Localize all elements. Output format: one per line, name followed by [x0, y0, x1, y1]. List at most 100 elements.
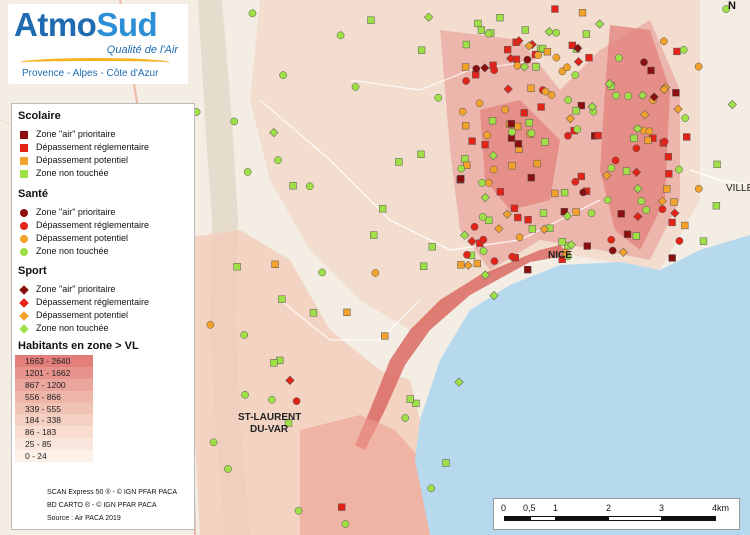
- sport-marker: [604, 79, 615, 89]
- scale-segment: [504, 516, 530, 521]
- scale-label: 4km: [712, 503, 730, 513]
- sport-marker: [502, 209, 512, 219]
- health-marker: [224, 465, 232, 473]
- school-marker: [461, 63, 470, 71]
- health-marker: [587, 209, 596, 218]
- scale-segment: [608, 516, 662, 521]
- sport-marker: [640, 110, 650, 120]
- health-marker: [527, 129, 536, 138]
- logo-tagline: Qualité de l'Air: [106, 44, 178, 56]
- legend-label: Zone non touchée: [36, 168, 109, 178]
- legend-scolaire-potentiel: Dépassement potentiel: [20, 155, 128, 166]
- legend-label: Zone "air" prioritaire: [36, 284, 116, 294]
- health-marker: [679, 46, 688, 54]
- sport-marker: [480, 192, 490, 203]
- legend-scolaire-title: Scolaire: [18, 110, 61, 122]
- sport-marker: [659, 84, 669, 95]
- school-marker: [560, 188, 569, 197]
- school-marker: [622, 167, 631, 175]
- health-marker: [660, 137, 669, 146]
- city-label-nice: NICE: [548, 250, 572, 261]
- city-label-du-var: DU-VAR: [250, 424, 289, 435]
- school-marker: [271, 260, 279, 269]
- health-marker: [463, 250, 471, 259]
- health-marker: [490, 66, 498, 75]
- health-marker: [341, 520, 350, 528]
- health-markers: [192, 5, 730, 528]
- school-marker: [468, 137, 476, 145]
- school-marker: [558, 255, 566, 264]
- school-marker: [284, 419, 293, 427]
- health-marker: [607, 235, 616, 244]
- school-marker: [583, 242, 591, 250]
- sport-marker: [573, 43, 583, 53]
- health-marker: [475, 99, 484, 108]
- legend-sport-non-touchee: Zone non touchée: [19, 323, 109, 334]
- school-marker: [670, 198, 678, 206]
- school-marker: [617, 210, 625, 218]
- legend-habitants-class: 25 - 85: [15, 438, 93, 451]
- school-marker: [496, 14, 504, 22]
- health-marker: [508, 252, 517, 261]
- school-marker: [543, 48, 552, 56]
- health-marker: [534, 51, 543, 59]
- circle-icon: [20, 221, 28, 230]
- health-marker: [470, 222, 479, 231]
- sport-marker: [506, 53, 516, 64]
- logo-swoosh: [20, 58, 170, 67]
- sport-marker: [566, 240, 577, 250]
- school-marker: [485, 216, 493, 225]
- health-marker: [681, 114, 690, 122]
- health-marker: [658, 205, 667, 214]
- school-marker: [551, 5, 559, 13]
- sport-marker: [519, 62, 530, 72]
- health-marker: [209, 438, 218, 447]
- health-marker: [243, 168, 252, 176]
- legend-label: Zone "air" prioritaire: [36, 129, 116, 139]
- health-marker: [694, 62, 703, 71]
- school-marker: [585, 54, 593, 62]
- health-marker: [279, 71, 287, 79]
- health-marker: [645, 127, 654, 136]
- school-marker: [412, 399, 420, 408]
- sport-marker: [618, 247, 628, 257]
- health-marker: [240, 331, 249, 339]
- north-arrow: N: [728, 0, 736, 12]
- health-marker: [478, 179, 486, 187]
- health-marker: [675, 165, 683, 174]
- health-marker: [612, 91, 620, 100]
- health-marker: [694, 184, 703, 193]
- school-marker: [521, 26, 529, 34]
- health-marker: [462, 77, 470, 85]
- school-marker: [481, 141, 489, 149]
- sport-marker: [638, 90, 648, 100]
- school-marker: [664, 153, 673, 161]
- logo-brand-sud: Sud: [96, 6, 158, 43]
- school-marker: [510, 204, 519, 212]
- legend-sport-title: Sport: [18, 265, 47, 277]
- legend-scolaire-prioritaire: Zone "air" prioritaire: [20, 129, 115, 140]
- legend-habitants-class: 184 - 338: [15, 414, 93, 427]
- sport-marker: [594, 19, 605, 29]
- health-marker: [614, 54, 623, 62]
- diamond-icon: [19, 310, 29, 321]
- school-marker: [417, 150, 425, 158]
- school-marker: [507, 119, 515, 128]
- health-marker: [241, 391, 249, 399]
- logo-brand-atmo: Atmo: [14, 6, 97, 43]
- city-label-ville: VILLE: [726, 183, 750, 194]
- school-marker: [665, 170, 673, 178]
- school-marker: [683, 133, 691, 141]
- school-marker: [578, 9, 587, 17]
- legend-label: Dépassement réglementaire: [36, 297, 150, 307]
- square-icon: [20, 143, 28, 152]
- sport-marker: [727, 99, 737, 110]
- health-marker: [479, 247, 488, 255]
- sport-marker: [670, 208, 680, 218]
- school-marker: [528, 225, 537, 233]
- health-marker: [552, 28, 561, 37]
- sport-marker: [424, 12, 434, 22]
- health-marker: [603, 196, 612, 204]
- health-marker: [490, 257, 499, 265]
- school-marker: [541, 138, 549, 146]
